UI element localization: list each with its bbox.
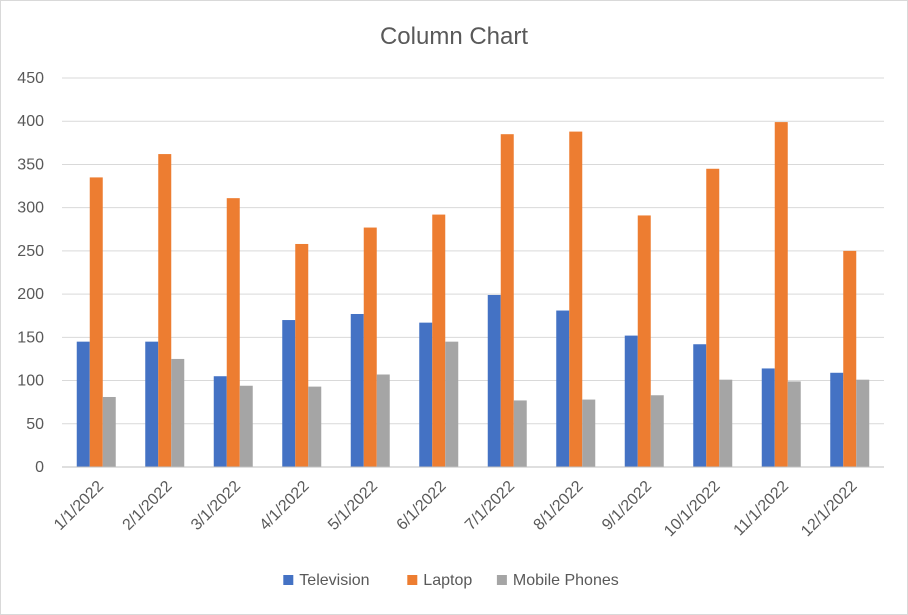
x-tick-label: 5/1/2022 (325, 478, 381, 534)
bar-television (350, 313, 364, 467)
bar-television (76, 341, 90, 467)
y-tick-label: 100 (17, 373, 44, 390)
bar-mobile-phones (719, 379, 733, 467)
chart-title: Column Chart (380, 23, 528, 50)
y-tick-label: 400 (17, 113, 44, 130)
y-tick-label: 300 (17, 200, 44, 217)
bar-laptop (158, 154, 172, 467)
bar-mobile-phones (650, 395, 664, 467)
bar-mobile-phones (171, 358, 185, 467)
bar-mobile-phones (856, 379, 870, 467)
x-axis-tick-labels: 1/1/2022 2/1/2022 3/1/2022 4/1/2022 5/1/2022… (51, 478, 861, 540)
bar-mobile-phones (787, 381, 801, 467)
bar-laptop (363, 227, 377, 467)
x-tick-label: 10/1/2022 (661, 478, 723, 540)
bar-mobile-phones (376, 374, 390, 467)
legend-swatch (496, 575, 507, 585)
gridlines (62, 77, 884, 425)
bar-laptop (569, 131, 583, 467)
bar-laptop (432, 214, 446, 467)
y-tick-label: 0 (35, 459, 44, 476)
legend: Television Laptop Mobile Phones (283, 572, 619, 589)
y-axis-tick-labels: 0 50 100 150 200 250 300 350 400 450 (17, 70, 44, 476)
x-tick-label: 4/1/2022 (257, 478, 313, 534)
bar-laptop (500, 134, 514, 467)
y-tick-label: 200 (17, 286, 44, 303)
bar-mobile-phones (445, 341, 459, 467)
legend-label: Television (299, 572, 369, 589)
y-tick-label: 350 (17, 156, 44, 173)
bar-television (693, 344, 707, 467)
bar-laptop (706, 168, 720, 467)
bar-television (556, 310, 570, 467)
bar-mobile-phones (513, 400, 527, 467)
x-tick-label: 7/1/2022 (462, 478, 518, 534)
bar-television (213, 376, 227, 467)
bar-television (419, 322, 433, 467)
bar-television (761, 368, 775, 467)
y-tick-label: 50 (26, 416, 44, 433)
bar-television (830, 372, 844, 467)
x-tick-label: 11/1/2022 (731, 478, 793, 540)
bar-laptop (295, 243, 309, 467)
y-tick-label: 150 (17, 329, 44, 346)
y-tick-label: 450 (17, 70, 44, 87)
bar-television (487, 294, 501, 467)
x-tick-label: 3/1/2022 (188, 478, 244, 534)
legend-label: Mobile Phones (513, 572, 619, 589)
x-tick-label: 12/1/2022 (798, 478, 860, 540)
legend-label: Laptop (423, 572, 472, 589)
bar-laptop (843, 250, 857, 467)
bar-mobile-phones (308, 386, 322, 467)
y-tick-label: 250 (17, 243, 44, 260)
legend-swatch (283, 575, 294, 585)
bar-television (282, 320, 296, 467)
bar-mobile-phones (102, 396, 116, 467)
bar-laptop (637, 215, 651, 467)
x-tick-label: 6/1/2022 (394, 478, 450, 534)
x-tick-label: 8/1/2022 (531, 478, 587, 534)
bar-laptop (226, 198, 240, 467)
bar-mobile-phones (239, 385, 253, 467)
x-tick-label: 9/1/2022 (599, 478, 655, 534)
bar-mobile-phones (582, 399, 596, 467)
bar-laptop (89, 177, 103, 467)
x-tick-label: 2/1/2022 (120, 478, 176, 534)
x-tick-label: 1/1/2022 (51, 478, 107, 534)
bar-television (624, 335, 638, 467)
bars (76, 122, 870, 467)
bar-laptop (774, 122, 788, 467)
legend-swatch (407, 575, 418, 585)
bar-television (145, 341, 159, 467)
